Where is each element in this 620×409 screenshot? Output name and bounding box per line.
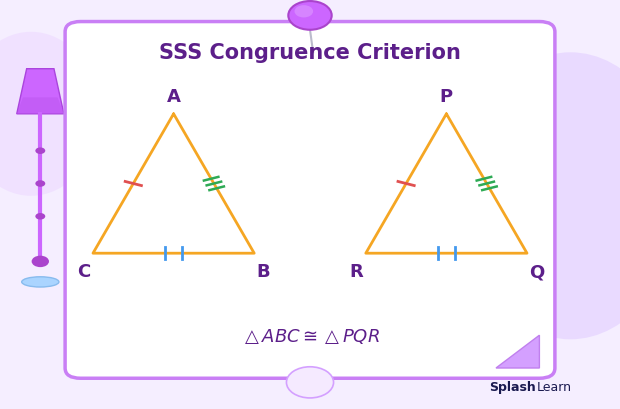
Text: SSS Congruence Criterion: SSS Congruence Criterion xyxy=(159,43,461,63)
Text: Splash: Splash xyxy=(490,380,536,393)
Circle shape xyxy=(294,6,313,18)
Polygon shape xyxy=(17,98,64,115)
Ellipse shape xyxy=(462,53,620,339)
Text: Learn: Learn xyxy=(537,380,572,393)
Text: R: R xyxy=(350,263,363,281)
Circle shape xyxy=(288,2,332,31)
Ellipse shape xyxy=(0,33,99,196)
Ellipse shape xyxy=(22,277,59,287)
FancyBboxPatch shape xyxy=(65,22,555,378)
Circle shape xyxy=(32,256,49,267)
Text: B: B xyxy=(257,263,270,281)
Circle shape xyxy=(35,213,45,220)
Polygon shape xyxy=(496,335,539,368)
Text: P: P xyxy=(440,88,453,106)
Circle shape xyxy=(286,367,334,398)
Circle shape xyxy=(35,148,45,155)
Text: $\triangle ABC \cong \triangle PQR$: $\triangle ABC \cong \triangle PQR$ xyxy=(241,326,379,345)
Text: C: C xyxy=(77,263,91,281)
Text: Q: Q xyxy=(529,263,544,281)
Polygon shape xyxy=(17,70,64,115)
Text: A: A xyxy=(167,88,180,106)
Circle shape xyxy=(35,181,45,187)
